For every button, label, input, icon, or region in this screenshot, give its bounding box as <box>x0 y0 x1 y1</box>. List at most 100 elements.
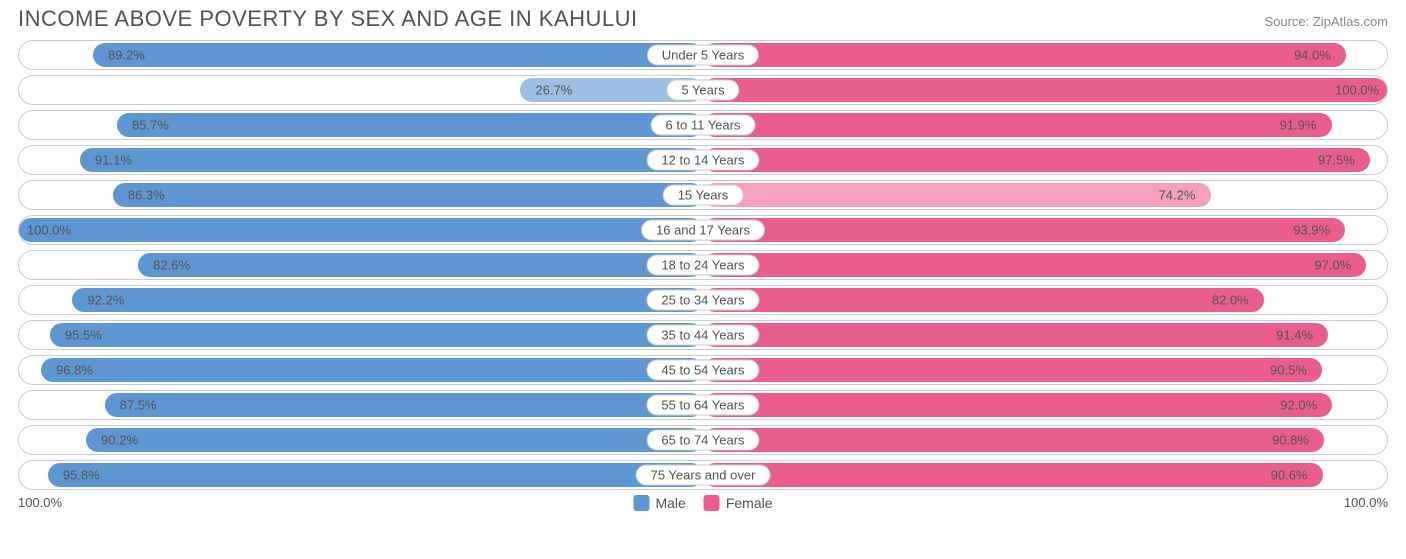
legend-male: Male <box>633 495 685 511</box>
chart-title: INCOME ABOVE POVERTY BY SEX AND AGE IN K… <box>18 6 638 32</box>
chart-row: 26.7%100.0%5 Years <box>18 75 1388 105</box>
female-half: 92.0% <box>703 391 1387 419</box>
category-label: 15 Years <box>663 185 744 206</box>
chart-row: 95.5% 91.4% 35 to 44 Years <box>18 320 1388 350</box>
male-half: 86.3% <box>19 181 703 209</box>
female-bar <box>703 393 1332 417</box>
female-half: 90.6% <box>703 461 1387 489</box>
female-half: 100.0% <box>703 76 1387 104</box>
female-half: 90.8% <box>703 426 1387 454</box>
female-value-label: 91.9% <box>1280 118 1317 133</box>
category-label: 12 to 14 Years <box>646 150 759 171</box>
female-value-label: 100.0% <box>1335 83 1379 98</box>
female-bar <box>703 253 1366 277</box>
male-half: 85.7% <box>19 111 703 139</box>
chart-row: 92.2% 82.0% 25 to 34 Years <box>18 285 1388 315</box>
source-label: Source: ZipAtlas.com <box>1264 14 1388 29</box>
male-half: 87.5% <box>19 391 703 419</box>
category-label: 55 to 64 Years <box>646 395 759 416</box>
male-value-label: 89.2% <box>108 48 145 63</box>
chart-row: 100.0% 93.9% 16 and 17 Years <box>18 215 1388 245</box>
male-bar <box>93 43 703 67</box>
chart-row: 89.2% 94.0% Under 5 Years <box>18 40 1388 70</box>
female-half: 91.4% <box>703 321 1387 349</box>
female-value-label: 93.9% <box>1293 223 1330 238</box>
category-label: 6 to 11 Years <box>651 115 756 136</box>
male-value-label: 95.5% <box>65 328 102 343</box>
male-value-label: 96.8% <box>56 363 93 378</box>
male-half: 95.5% <box>19 321 703 349</box>
female-half: 91.9% <box>703 111 1387 139</box>
female-bar <box>703 218 1345 242</box>
male-bar <box>113 183 703 207</box>
legend-male-label: Male <box>655 495 685 511</box>
chart-row: 85.7% 91.9% 6 to 11 Years <box>18 110 1388 140</box>
male-value-label: 95.8% <box>63 468 100 483</box>
female-value-label: 90.8% <box>1272 433 1309 448</box>
male-value-label: 86.3% <box>128 188 165 203</box>
female-bar <box>703 148 1370 172</box>
female-bar <box>703 78 1387 102</box>
male-bar <box>72 288 703 312</box>
male-half: 82.6% <box>19 251 703 279</box>
male-half: 95.8% <box>19 461 703 489</box>
female-bar <box>703 183 1211 207</box>
female-value-label: 90.6% <box>1271 468 1308 483</box>
male-half: 91.1% <box>19 146 703 174</box>
female-bar <box>703 288 1264 312</box>
female-bar <box>703 323 1328 347</box>
male-value-label: 85.7% <box>132 118 169 133</box>
male-bar <box>86 428 703 452</box>
female-value-label: 94.0% <box>1294 48 1331 63</box>
female-half: 94.0% <box>703 41 1387 69</box>
male-half: 26.7% <box>19 76 703 104</box>
female-bar <box>703 358 1322 382</box>
male-value-label: 26.7% <box>536 83 573 98</box>
legend-female-swatch <box>704 495 720 511</box>
male-bar <box>50 323 703 347</box>
category-label: 45 to 54 Years <box>646 360 759 381</box>
legend-male-swatch <box>633 495 649 511</box>
chart-row: 95.8% 90.6% 75 Years and over <box>18 460 1388 490</box>
male-value-label: 87.5% <box>120 398 157 413</box>
male-bar <box>41 358 703 382</box>
legend-female: Female <box>704 495 773 511</box>
female-half: 97.0% <box>703 251 1387 279</box>
header: INCOME ABOVE POVERTY BY SEX AND AGE IN K… <box>18 6 1388 32</box>
female-value-label: 92.0% <box>1280 398 1317 413</box>
category-label: 25 to 34 Years <box>646 290 759 311</box>
male-half: 92.2% <box>19 286 703 314</box>
male-half: 100.0% <box>19 216 703 244</box>
category-label: Under 5 Years <box>647 45 759 66</box>
female-half: 93.9% <box>703 216 1387 244</box>
axis-left-label: 100.0% <box>18 495 62 510</box>
male-bar <box>19 218 703 242</box>
female-bar <box>703 428 1324 452</box>
axis-right-label: 100.0% <box>1344 495 1388 510</box>
male-bar <box>48 463 703 487</box>
category-label: 75 Years and over <box>636 465 771 486</box>
axis-row: 100.0% Male Female 100.0% <box>18 495 1388 510</box>
female-half: 82.0% <box>703 286 1387 314</box>
female-value-label: 82.0% <box>1212 293 1249 308</box>
female-half: 90.5% <box>703 356 1387 384</box>
category-label: 35 to 44 Years <box>646 325 759 346</box>
female-half: 97.5% <box>703 146 1387 174</box>
female-value-label: 90.5% <box>1270 363 1307 378</box>
female-bar <box>703 113 1332 137</box>
category-label: 18 to 24 Years <box>646 255 759 276</box>
female-value-label: 97.0% <box>1314 258 1351 273</box>
female-value-label: 74.2% <box>1159 188 1196 203</box>
legend-female-label: Female <box>726 495 773 511</box>
male-half: 90.2% <box>19 426 703 454</box>
male-half: 96.8% <box>19 356 703 384</box>
male-bar <box>80 148 703 172</box>
legend: Male Female <box>633 495 772 511</box>
female-value-label: 91.4% <box>1276 328 1313 343</box>
female-half: 74.2% <box>703 181 1387 209</box>
male-bar <box>138 253 703 277</box>
chart-row: 87.5% 92.0% 55 to 64 Years <box>18 390 1388 420</box>
female-value-label: 97.5% <box>1318 153 1355 168</box>
chart-row: 91.1% 97.5% 12 to 14 Years <box>18 145 1388 175</box>
category-label: 16 and 17 Years <box>641 220 765 241</box>
